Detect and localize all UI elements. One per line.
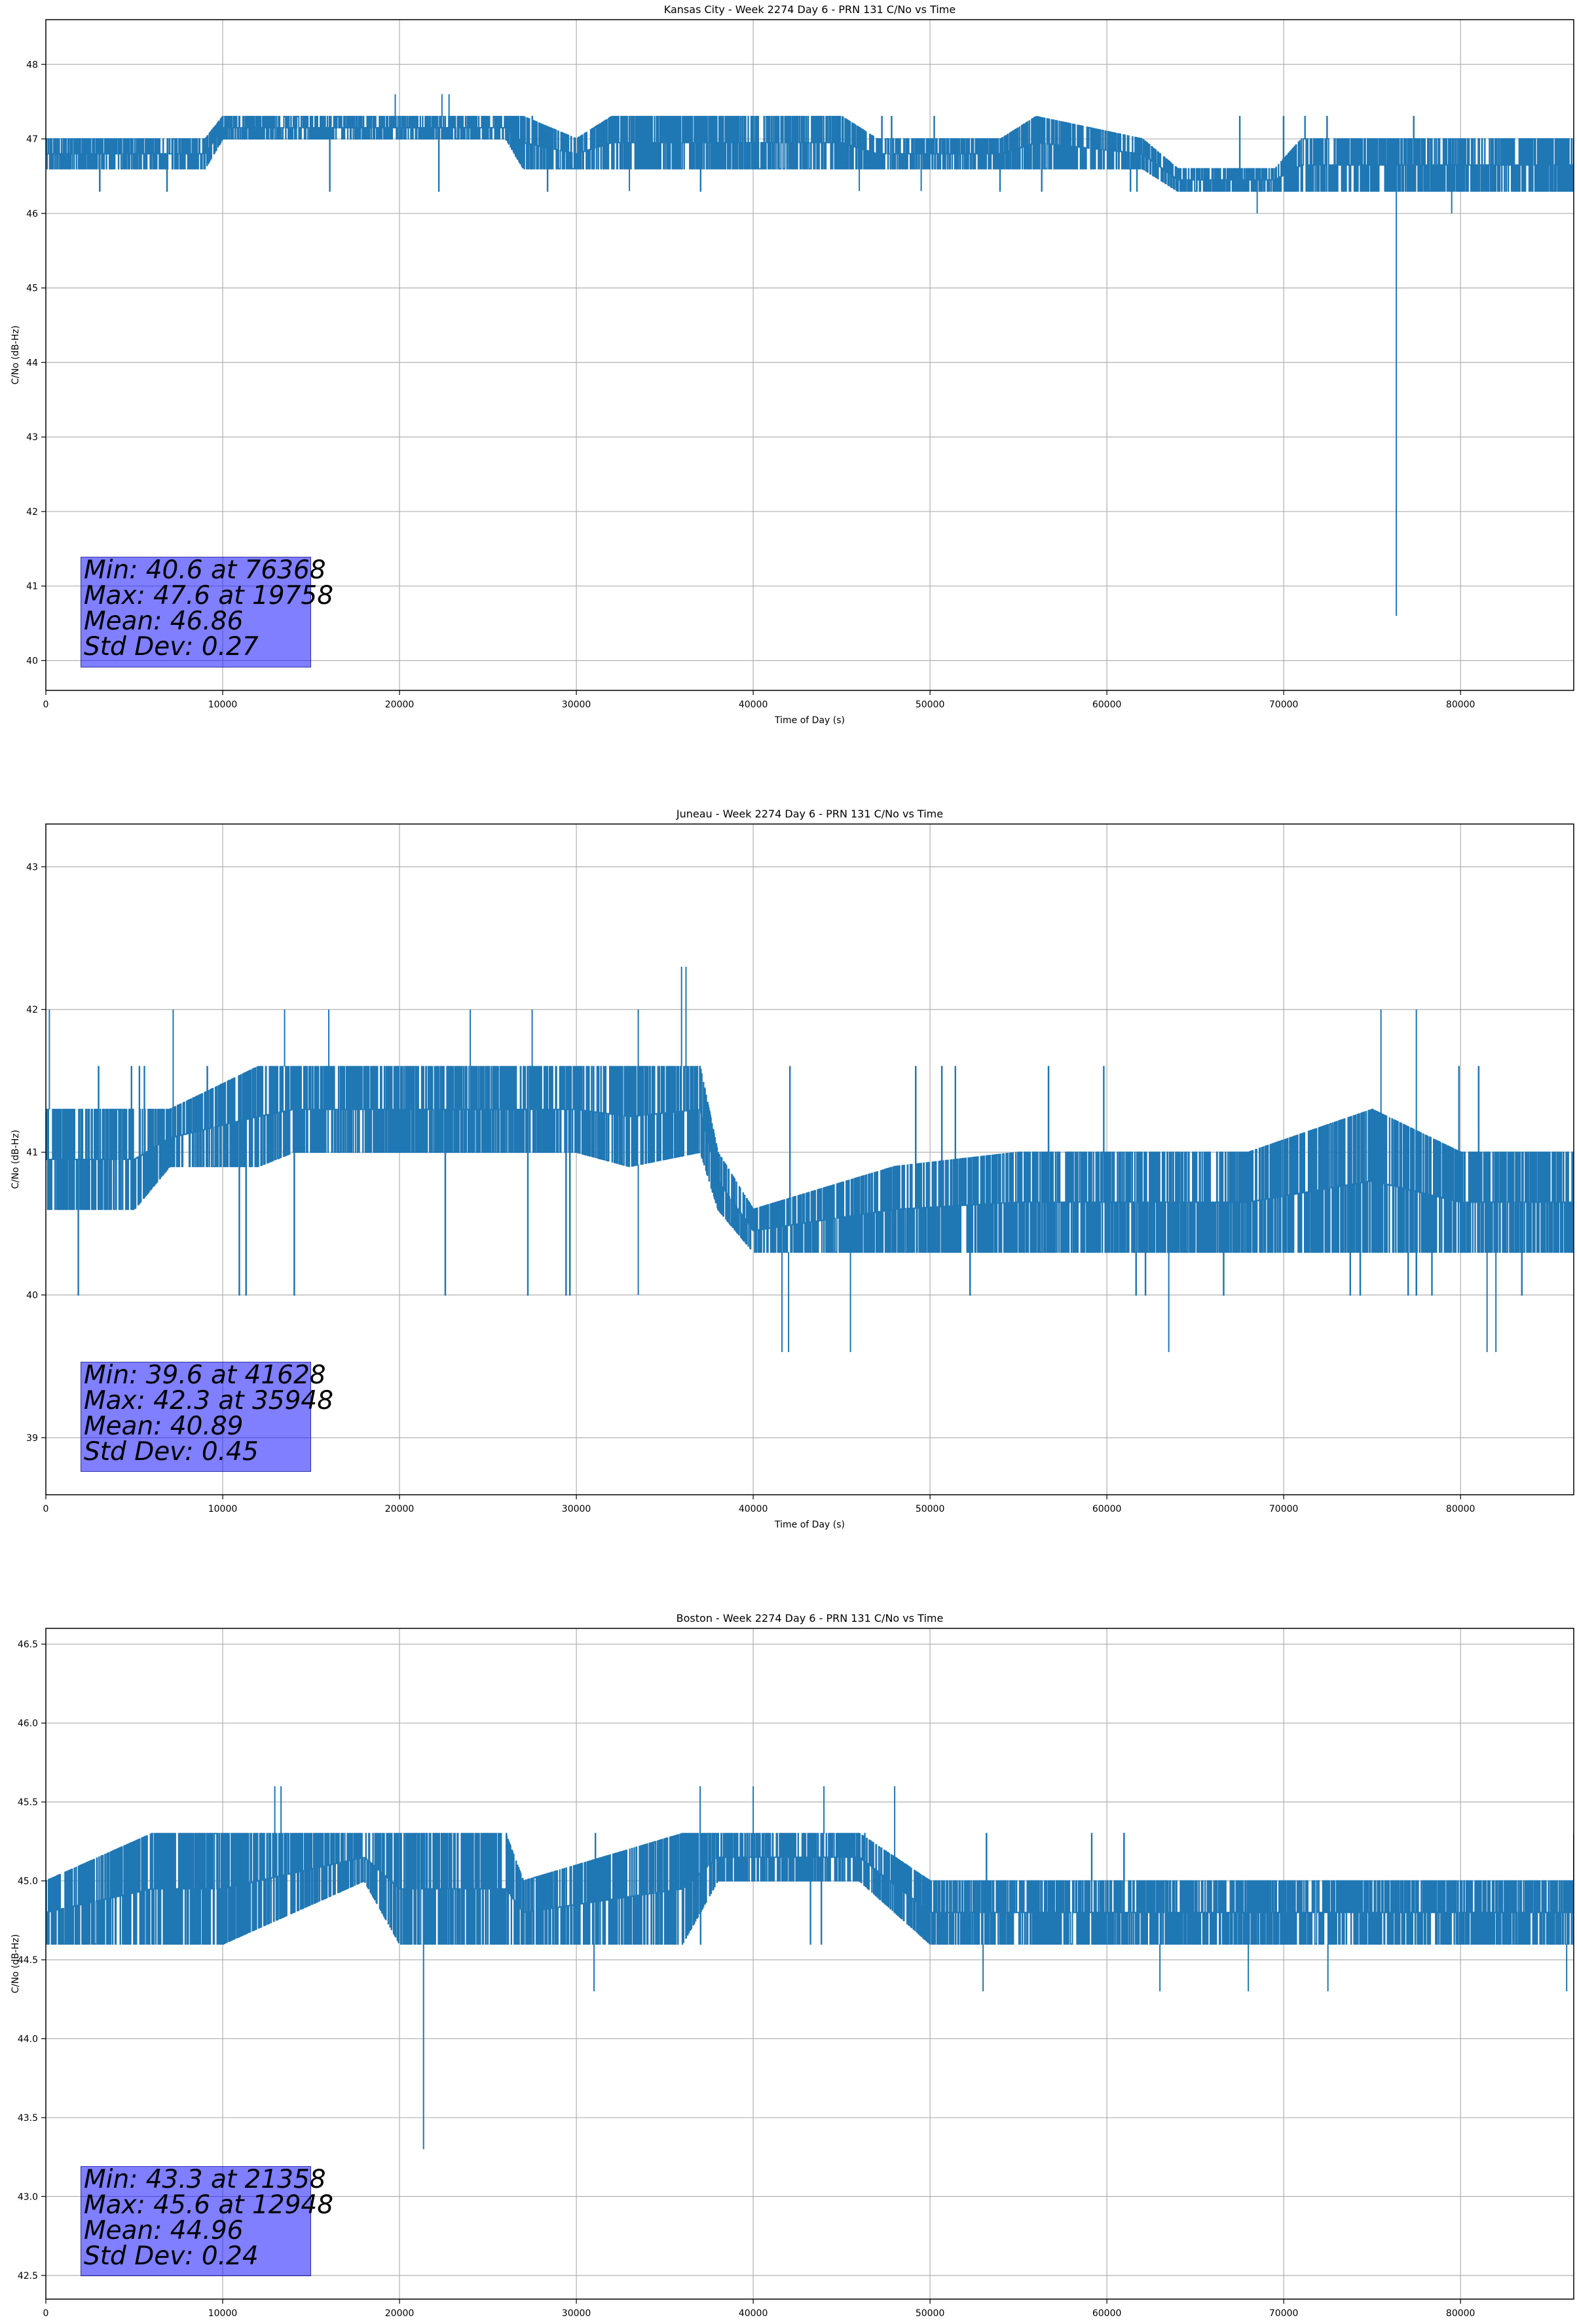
stats-max: Max: 47.6 at 19758 <box>84 581 334 610</box>
y-tick-label: 44.0 <box>18 2034 38 2044</box>
x-tick-label: 40000 <box>739 700 768 710</box>
x-tick-label: 70000 <box>1269 700 1299 710</box>
y-axis-label: C/No (dB-Hz) <box>10 1130 21 1189</box>
x-axis-label: Time of Day (s) <box>774 1520 845 1530</box>
x-tick-label: 60000 <box>1092 700 1122 710</box>
x-tick-label: 30000 <box>562 700 591 710</box>
y-tick-label: 46.5 <box>18 1640 38 1650</box>
y-tick-label: 42 <box>26 507 38 517</box>
x-tick-label: 10000 <box>208 700 238 710</box>
y-axis-label: C/No (dB-Hz) <box>10 1934 21 1993</box>
series-line <box>46 115 1574 192</box>
stats-box-boston: Min: 43.3 at 21358 Max: 45.6 at 12948 Me… <box>81 2165 334 2276</box>
stats-box-juneau: Min: 39.6 at 41628 Max: 42.3 at 35948 Me… <box>81 1360 334 1472</box>
x-axis-label: Time of Day (s) <box>774 715 845 726</box>
stats-mean: Mean: 46.86 <box>84 607 244 636</box>
stats-std-dev: Std Dev: 0.45 <box>84 1437 259 1467</box>
y-tick-label: 40 <box>26 1290 38 1301</box>
y-tick-label: 46.0 <box>18 1719 38 1729</box>
chart-title: Boston - Week 2274 Day 6 - PRN 131 C/No … <box>677 1612 944 1624</box>
x-tick-label: 70000 <box>1269 2308 1299 2319</box>
x-tick-label: 40000 <box>739 2308 768 2319</box>
chart-title: Kansas City - Week 2274 Day 6 - PRN 131 … <box>664 3 955 16</box>
y-tick-label: 40 <box>26 656 38 666</box>
x-tick-label: 0 <box>43 1504 49 1514</box>
plot-frame <box>45 823 1574 1495</box>
x-tick-label: 40000 <box>739 1504 768 1514</box>
x-tick-label: 50000 <box>916 2308 945 2319</box>
stats-min: Min: 39.6 at 41628 <box>84 1360 326 1390</box>
chart-panel-2: Boston - Week 2274 Day 6 - PRN 131 C/No … <box>10 1612 1574 2319</box>
series-line <box>46 1066 1574 1296</box>
y-tick-label: 41 <box>26 1148 38 1158</box>
y-tick-label: 47 <box>26 134 38 145</box>
stats-min: Min: 40.6 at 76368 <box>84 555 326 585</box>
y-tick-label: 42 <box>26 1005 38 1015</box>
stats-box-kansas-city: Min: 40.6 at 76368 Max: 47.6 at 19758 Me… <box>81 555 334 667</box>
y-tick-label: 46 <box>26 209 38 219</box>
y-tick-label: 48 <box>26 60 38 70</box>
y-tick-label: 41 <box>26 582 38 592</box>
stats-max: Max: 42.3 at 35948 <box>84 1386 334 1415</box>
x-tick-label: 30000 <box>562 1504 591 1514</box>
x-tick-label: 80000 <box>1446 1504 1475 1514</box>
x-tick-label: 80000 <box>1446 700 1475 710</box>
x-tick-label: 70000 <box>1269 1504 1299 1514</box>
x-tick-label: 60000 <box>1092 2308 1122 2319</box>
y-tick-label: 44.5 <box>18 1955 38 1966</box>
y-tick-label: 45 <box>26 284 38 294</box>
series-c-no <box>46 1786 1574 2150</box>
stats-max: Max: 45.6 at 12948 <box>84 2190 334 2220</box>
y-tick-label: 42.5 <box>18 2271 38 2281</box>
x-tick-label: 50000 <box>916 700 945 710</box>
y-tick-label: 43 <box>26 862 38 872</box>
series-c-no <box>46 966 1574 1353</box>
series-c-no <box>46 94 1574 616</box>
stats-std-dev: Std Dev: 0.24 <box>84 2241 259 2271</box>
y-tick-label: 45.0 <box>18 1877 38 1887</box>
series-line <box>46 1833 1574 1945</box>
plot-frame <box>45 1628 1574 2300</box>
y-tick-label: 43.0 <box>18 2192 38 2202</box>
plot-frame <box>45 19 1574 691</box>
chart-panel-1: Juneau - Week 2274 Day 6 - PRN 131 C/No … <box>10 808 1574 1530</box>
stats-min: Min: 43.3 at 21358 <box>84 2165 326 2194</box>
stats-mean: Mean: 44.96 <box>84 2216 244 2245</box>
x-tick-label: 20000 <box>385 1504 415 1514</box>
x-tick-label: 80000 <box>1446 2308 1475 2319</box>
x-tick-label: 60000 <box>1092 1504 1122 1514</box>
x-tick-label: 20000 <box>385 700 415 710</box>
x-tick-label: 0 <box>43 700 49 710</box>
x-tick-label: 0 <box>43 2308 49 2319</box>
y-tick-label: 44 <box>26 358 38 368</box>
y-tick-label: 45.5 <box>18 1797 38 1808</box>
x-tick-label: 10000 <box>208 1504 238 1514</box>
chart-title: Juneau - Week 2274 Day 6 - PRN 131 C/No … <box>676 808 943 820</box>
x-tick-label: 10000 <box>208 2308 238 2319</box>
x-tick-label: 50000 <box>916 1504 945 1514</box>
x-tick-label: 30000 <box>562 2308 591 2319</box>
y-tick-label: 43.5 <box>18 2113 38 2124</box>
y-tick-label: 43 <box>26 432 38 443</box>
stats-std-dev: Std Dev: 0.27 <box>84 632 259 662</box>
stats-mean: Mean: 40.89 <box>84 1412 244 1441</box>
y-tick-label: 39 <box>26 1433 38 1444</box>
y-axis-label: C/No (dB-Hz) <box>10 326 21 384</box>
x-tick-label: 20000 <box>385 2308 415 2319</box>
